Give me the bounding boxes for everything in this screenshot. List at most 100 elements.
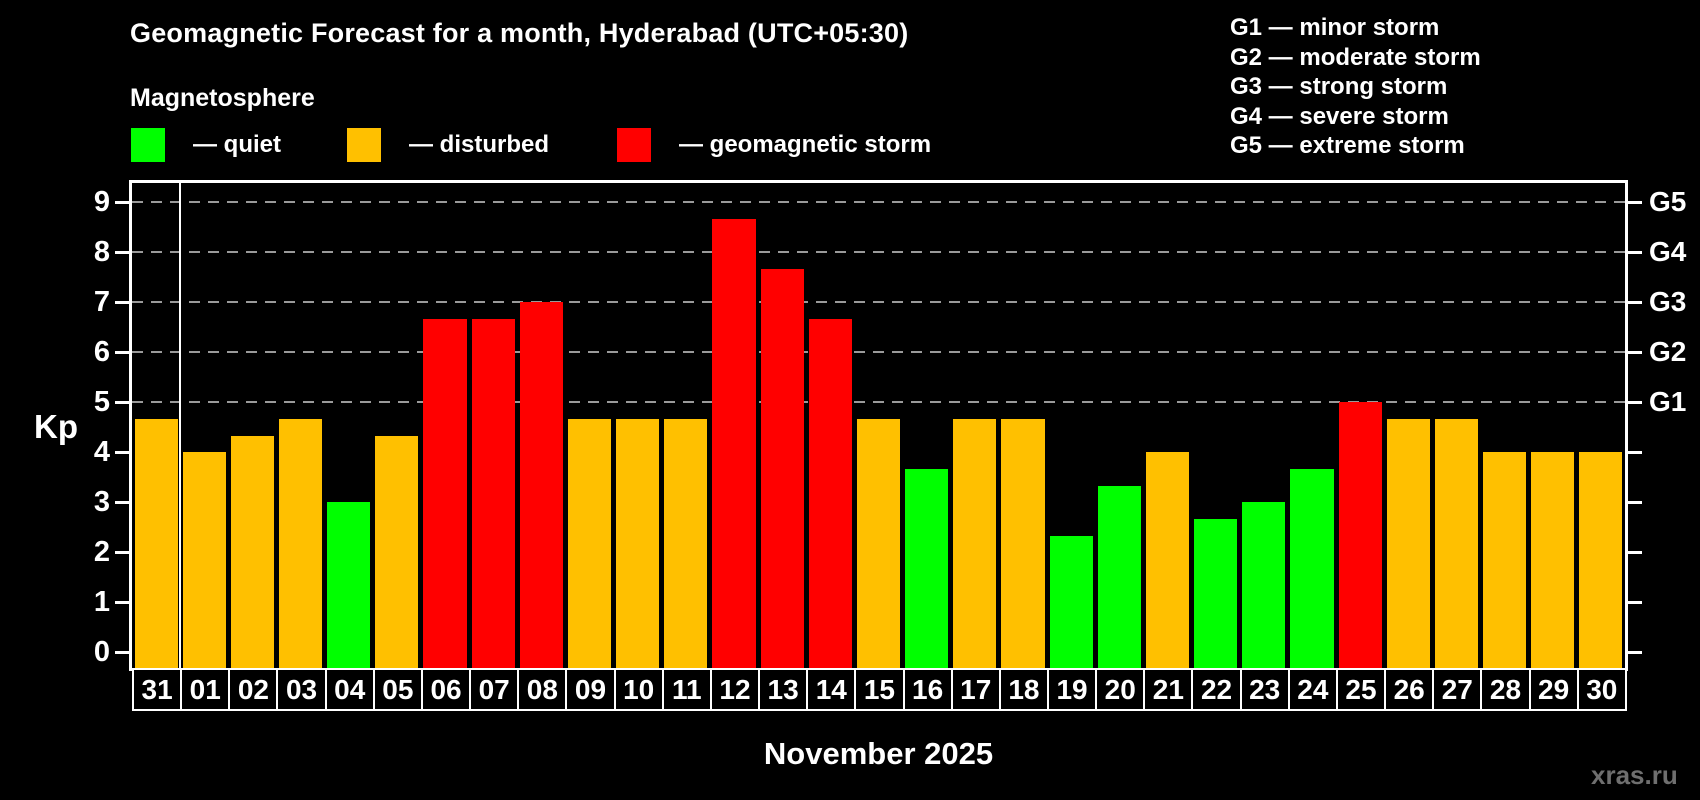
day-label-11: 11 [661,668,712,711]
g-scale-label-g1: G1 [1649,386,1687,417]
x-axis-day-labels: 31 01 02 03 04 05 06 07 08 09 10 11 12 13 14 15 16 17 18 19… [132,668,1627,711]
y-tick-right-5 [1628,401,1642,404]
kp-bar-day-10 [616,418,660,668]
quiet-color-swatch [131,128,165,162]
legend-item-disturbed: — disturbed [347,127,549,163]
y-tick-right-9 [1628,201,1642,204]
day-label-19: 19 [1046,668,1098,711]
day-label-10: 10 [613,668,664,711]
kp-bar-day-24 [1290,468,1334,668]
day-label-25: 25 [1335,668,1387,711]
kp-bar-day-25 [1338,402,1382,668]
kp-bar-day-05 [375,435,419,668]
kp-bar-day-30 [1579,452,1623,668]
g-scale-label-g3: G3 [1649,286,1687,317]
magnetosphere-subtitle: Magnetosphere [130,84,315,112]
watermark-xras-ru: xras.ru [1591,760,1678,790]
kp-bar-day-12 [712,218,756,668]
y-tick-right-6 [1628,351,1642,354]
g-scale-label-g4: G4 [1649,236,1687,267]
kp-bar-day-08 [519,302,563,668]
y-tick-right-2 [1628,551,1642,554]
day-label-26: 26 [1384,668,1435,711]
y-tick-left-1 [115,601,129,604]
y-tick-label-0: 0 [93,636,110,668]
y-tick-left-7 [115,301,129,304]
day-label-03: 03 [276,668,327,711]
kp-bar-day-01 [182,452,226,668]
kp-bar-day-27 [1434,418,1478,668]
kp-bar-day-23 [1242,502,1286,668]
kp-bar-day-15 [856,418,901,668]
g5-legend-line: G5 — extreme storm [1230,132,1465,159]
day-label-02: 02 [228,668,279,711]
kp-bar-day-20 [1097,485,1141,668]
y-tick-left-2 [115,551,129,554]
day-label-14: 14 [806,668,857,711]
legend-disturbed-label: — disturbed [409,131,550,158]
legend-item-quiet: — quiet [131,127,281,163]
chart-title: Geomagnetic Forecast for a month, Hydera… [130,18,909,48]
x-axis-title: November 2025 [763,736,994,771]
y-tick-right-7 [1628,301,1642,304]
y-tick-label-8: 8 [93,236,110,268]
day-label-12: 12 [709,668,761,711]
kp-bar-day-29 [1531,452,1575,668]
day-label-06: 06 [420,668,472,711]
day-label-04: 04 [324,668,375,711]
y-tick-right-3 [1628,501,1642,504]
day-label-23: 23 [1239,668,1290,711]
y-tick-left-9 [115,201,129,204]
y-tick-left-3 [115,501,129,504]
g-scale-label-g5: G5 [1649,186,1687,217]
y-tick-label-2: 2 [93,536,110,568]
kp-bar-day-18 [1001,418,1045,668]
y-tick-label-9: 9 [93,186,110,218]
legend-quiet-label: — quiet [193,131,281,158]
day-label-16: 16 [902,668,953,711]
kp-bar-day-13 [760,268,804,668]
g1-legend-line: G1 — minor storm [1230,14,1440,41]
kp-bar-day-26 [1386,418,1430,668]
gridline-kp7 [132,301,1625,303]
day-label-27: 27 [1432,668,1483,711]
g2-legend-line: G2 — moderate storm [1230,43,1481,71]
day-label-07: 07 [469,668,520,711]
y-tick-left-8 [115,251,129,254]
gridline-kp9 [132,201,1625,203]
y-tick-right-4 [1628,451,1642,454]
y-tick-label-3: 3 [93,486,110,518]
day-label-24: 24 [1287,668,1338,711]
plot-area [132,183,1625,668]
kp-bar-day-09 [567,418,612,668]
y-tick-right-1 [1628,601,1642,604]
kp-bar-day-31 [134,418,178,668]
kp-bar-day-03 [278,418,323,668]
day-label-05: 05 [372,668,423,711]
day-label-20: 20 [1095,668,1146,711]
kp-bar-day-28 [1483,452,1527,668]
legend-item-storm: — geomagnetic storm [617,127,931,163]
storm-color-swatch [617,128,651,162]
day-label-22: 22 [1191,668,1242,711]
g3-legend-line: G3 — strong storm [1230,73,1448,100]
kp-bar-day-19 [1049,535,1093,668]
y-tick-label-6: 6 [93,336,110,368]
g-scale-label-g2: G2 [1649,336,1687,367]
y-tick-label-7: 7 [93,286,110,318]
y-tick-left-4 [115,451,129,454]
day-label-17: 17 [950,668,1001,711]
kp-bar-day-17 [953,418,997,668]
kp-bar-day-06 [423,318,467,668]
day-label-13: 13 [758,668,809,711]
day-label-28: 28 [1480,668,1531,711]
kp-bar-day-22 [1194,518,1238,668]
kp-bar-day-21 [1145,452,1190,668]
day-label-30: 30 [1576,668,1627,711]
kp-bar-day-04 [327,502,371,668]
y-tick-right-8 [1628,251,1642,254]
day-label-08: 08 [517,668,568,711]
gridline-kp8 [132,251,1625,253]
y-tick-right-0 [1628,651,1642,654]
kp-bar-day-14 [808,318,852,668]
